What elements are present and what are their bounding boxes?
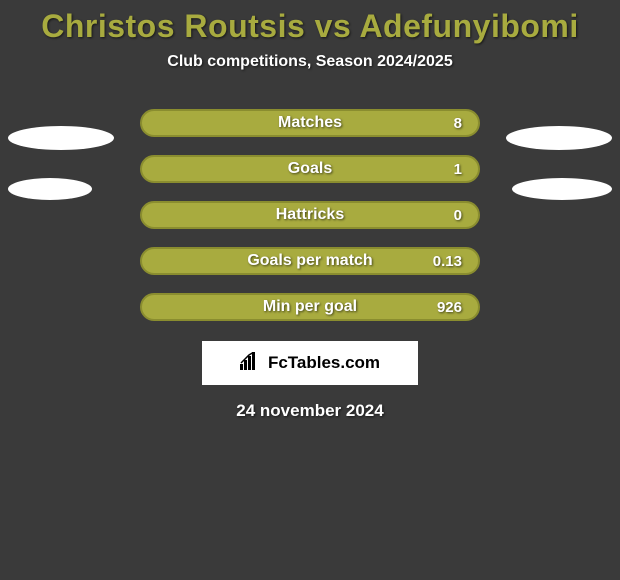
stat-label: Min per goal bbox=[263, 298, 357, 316]
stat-bar: Hattricks 0 bbox=[140, 201, 480, 229]
fctables-logo[interactable]: FcTables.com bbox=[202, 341, 418, 385]
stat-value: 0.13 bbox=[433, 253, 462, 270]
stat-label: Matches bbox=[278, 114, 342, 132]
bar-chart-icon bbox=[240, 352, 262, 375]
stat-bar: Goals per match 0.13 bbox=[140, 247, 480, 275]
stat-value: 926 bbox=[437, 299, 462, 316]
stat-bar: Min per goal 926 bbox=[140, 293, 480, 321]
stat-value: 0 bbox=[454, 207, 462, 224]
bars-container: Matches 8 Goals 1 Hattricks 0 Goals per match 0… bbox=[0, 109, 620, 321]
stat-label: Goals bbox=[288, 160, 332, 178]
stat-bar: Matches 8 bbox=[140, 109, 480, 137]
stat-label: Goals per match bbox=[247, 252, 372, 270]
comparison-card: Christos Routsis vs Adefunyibomi Club co… bbox=[0, 0, 620, 580]
stat-value: 1 bbox=[454, 161, 462, 178]
page-title: Christos Routsis vs Adefunyibomi bbox=[0, 0, 620, 45]
stat-bar: Goals 1 bbox=[140, 155, 480, 183]
stat-label: Hattricks bbox=[276, 206, 344, 224]
date-caption: 24 november 2024 bbox=[0, 401, 620, 421]
subtitle: Club competitions, Season 2024/2025 bbox=[0, 53, 620, 71]
stat-value: 8 bbox=[454, 115, 462, 132]
logo-text: FcTables.com bbox=[268, 353, 380, 373]
